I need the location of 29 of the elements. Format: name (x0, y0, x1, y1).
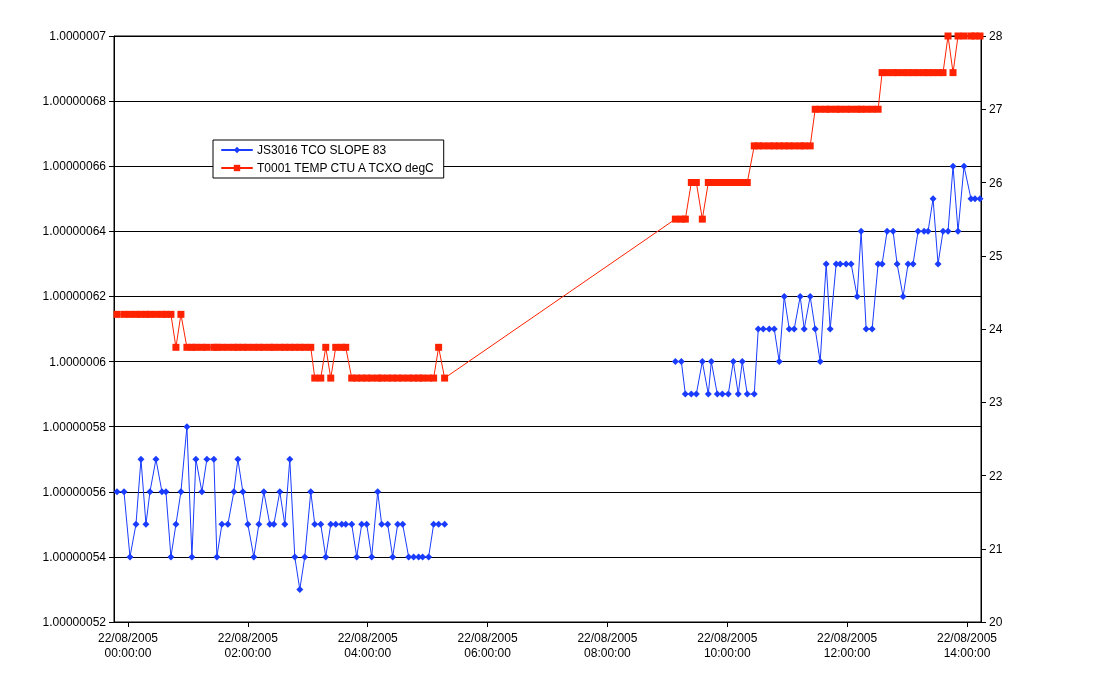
x-tick-label: 22/08/2005 14:00:00 (936, 630, 998, 660)
y-tick-label: 1.00000058 (42, 419, 107, 434)
y-tick-label: 1.0000006 (49, 354, 107, 369)
y-tick-label: 1.00000066 (42, 159, 107, 174)
y2-tick-label: 20 (989, 615, 1003, 629)
y-tick-label: 1.00000064 (42, 224, 107, 239)
y2-tick-label: 26 (989, 175, 1003, 190)
y2-tick-label: 28 (989, 29, 1003, 43)
y2-tick-label: 22 (989, 468, 1003, 483)
y-tick-label: 1.00000056 (42, 484, 107, 499)
y-tick-label: 1.00000054 (42, 549, 107, 564)
y-tick-label: 1.0000007 (49, 29, 107, 43)
y2-tick-label: 21 (989, 541, 1003, 556)
y2-tick-label: 27 (989, 102, 1003, 117)
x-tick-label: 22/08/2005 04:00:00 (337, 630, 399, 660)
y-tick-label: 1.00000068 (42, 94, 107, 109)
y2-tick-label: 25 (989, 248, 1003, 263)
x-tick-label: 22/08/2005 10:00:00 (697, 630, 758, 660)
x-tick-label: 22/08/2005 02:00:00 (217, 630, 279, 660)
y2-tick-label: 24 (989, 322, 1003, 336)
legend-label: T0001 TEMP CTU A TCXO degC (257, 161, 435, 175)
x-tick-label: 22/08/2005 12:00:00 (817, 630, 878, 660)
y-tick-label: 1.00000052 (42, 615, 107, 629)
x-tick-label: 22/08/2005 00:00:00 (97, 630, 159, 660)
y-tick-label: 1.00000062 (42, 289, 107, 304)
legend-label: JS3016 TCO SLOPE 83 (257, 143, 387, 157)
x-tick-label: 22/08/2005 06:00:00 (457, 630, 518, 660)
x-tick-label: 22/08/2005 08:00:00 (577, 630, 638, 660)
y2-tick-label: 23 (989, 395, 1003, 410)
